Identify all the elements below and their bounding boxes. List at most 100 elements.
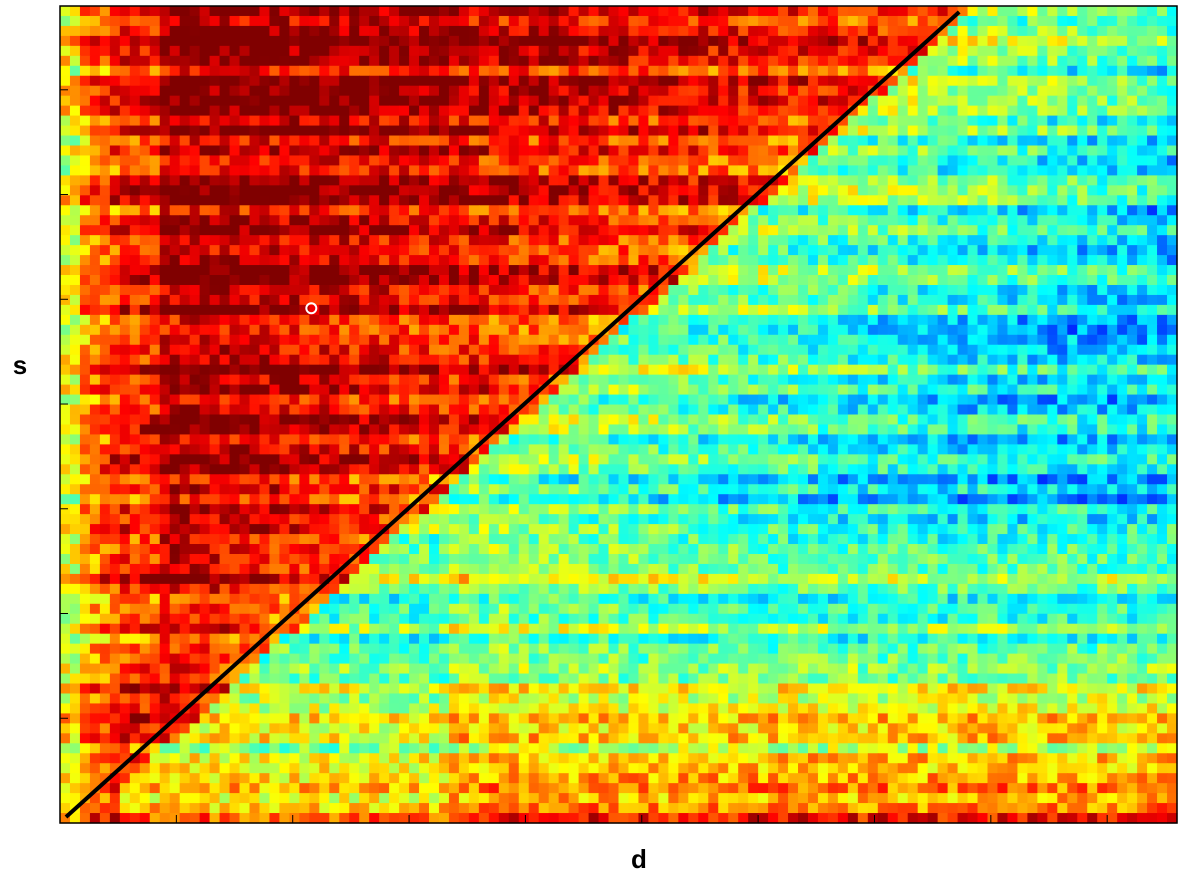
heatmap-cell <box>668 185 679 196</box>
heatmap-cell <box>768 324 779 336</box>
heatmap-cell <box>967 414 979 426</box>
heatmap-cell <box>438 6 450 17</box>
heatmap-cell <box>438 414 450 426</box>
heatmap-cell <box>1127 275 1138 286</box>
heatmap-cell <box>1087 205 1098 216</box>
heatmap-cell <box>847 414 859 426</box>
heatmap-cell <box>289 294 300 306</box>
heatmap-cell <box>568 334 580 346</box>
heatmap-cell <box>877 105 889 117</box>
heatmap-cell <box>907 394 919 406</box>
heatmap-cell <box>937 424 949 436</box>
heatmap-cell <box>1137 25 1148 37</box>
heatmap-cell <box>738 55 749 67</box>
heatmap-cell <box>309 225 320 236</box>
heatmap-cell <box>837 424 849 436</box>
heatmap-cell <box>409 284 420 296</box>
heatmap-cell <box>538 344 550 356</box>
heatmap-cell <box>1017 344 1028 356</box>
heatmap-cell <box>718 265 729 276</box>
heatmap-cell <box>289 364 300 376</box>
heatmap-cell <box>528 125 540 137</box>
heatmap-cell <box>229 275 241 286</box>
heatmap-cell <box>1047 344 1058 356</box>
heatmap-cell <box>169 65 181 77</box>
heatmap-cell <box>1037 65 1048 77</box>
heatmap-cell <box>957 45 969 57</box>
heatmap-cell <box>299 165 310 176</box>
heatmap-cell <box>1127 354 1138 366</box>
heatmap-cell <box>219 304 231 316</box>
heatmap-cell <box>628 75 640 87</box>
heatmap-cell <box>409 205 420 216</box>
heatmap-cell <box>119 334 131 346</box>
heatmap-cell <box>748 195 759 206</box>
heatmap-cell <box>169 394 181 406</box>
heatmap-cell <box>399 75 410 87</box>
heatmap-cell <box>448 364 460 376</box>
heatmap-cell <box>309 314 320 326</box>
heatmap-cell <box>1147 205 1158 216</box>
heatmap-cell <box>658 155 669 167</box>
heatmap-cell <box>468 265 480 276</box>
heatmap-cell <box>89 314 101 326</box>
heatmap-cell <box>728 115 739 127</box>
heatmap-cell <box>289 65 300 77</box>
heatmap-cell <box>399 95 410 107</box>
heatmap-cell <box>69 354 81 366</box>
heatmap-cell <box>857 205 869 216</box>
heatmap-cell <box>89 284 101 296</box>
heatmap-cell <box>1137 275 1148 286</box>
heatmap-cell <box>289 235 300 246</box>
heatmap-cell <box>1007 374 1019 386</box>
heatmap-cell <box>598 125 610 137</box>
heatmap-cell <box>139 85 151 97</box>
heatmap-cell <box>409 65 420 77</box>
heatmap-cell <box>788 225 799 236</box>
heatmap-cell <box>877 15 889 27</box>
heatmap-cell <box>518 85 530 97</box>
heatmap-cell <box>937 344 949 356</box>
heatmap-cell <box>867 165 879 176</box>
heatmap-cell <box>359 265 370 276</box>
heatmap-cell <box>857 404 869 416</box>
heatmap-cell <box>369 324 380 336</box>
heatmap-cell <box>379 404 390 416</box>
heatmap-cell <box>239 95 251 107</box>
heatmap-cell <box>379 344 390 356</box>
heatmap-cell <box>1037 55 1048 67</box>
heatmap-cell <box>927 65 939 77</box>
heatmap-cell <box>618 105 630 117</box>
heatmap-cell <box>329 434 340 445</box>
heatmap-cell <box>448 265 460 276</box>
heatmap-cell <box>578 205 590 216</box>
heatmap-cell <box>1077 155 1088 167</box>
heatmap-cell <box>359 75 370 87</box>
heatmap-cell <box>947 384 959 396</box>
heatmap-cell <box>588 354 600 366</box>
heatmap-cell <box>99 25 111 37</box>
heatmap-cell <box>389 255 400 266</box>
heatmap-cell <box>1007 95 1019 107</box>
heatmap-cell <box>269 105 281 117</box>
heatmap-cell <box>1037 275 1048 286</box>
heatmap-cell <box>1077 125 1088 137</box>
heatmap-cell <box>69 314 81 326</box>
heatmap-cell <box>369 404 380 416</box>
heatmap-cell <box>1007 344 1019 356</box>
heatmap-cell <box>1137 205 1148 216</box>
heatmap-cell <box>329 374 340 386</box>
heatmap-cell <box>319 364 330 376</box>
heatmap-cell <box>977 55 989 67</box>
heatmap-cell <box>369 135 380 147</box>
heatmap-cell <box>1167 195 1178 206</box>
heatmap-cell <box>409 304 420 316</box>
heatmap-cell <box>1117 324 1128 336</box>
heatmap-cell <box>109 245 121 256</box>
heatmap-cell <box>728 195 739 206</box>
heatmap-cell <box>60 394 71 406</box>
heatmap-cell <box>99 235 111 246</box>
heatmap-cell <box>827 225 839 236</box>
heatmap-cell <box>69 304 81 316</box>
heatmap-cell <box>419 65 430 77</box>
